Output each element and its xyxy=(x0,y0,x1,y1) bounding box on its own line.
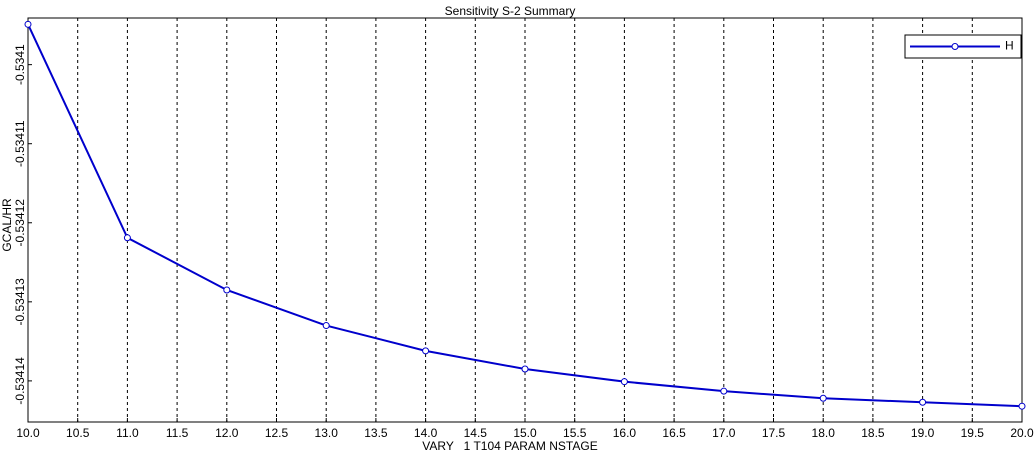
x-tick-label: 20.0 xyxy=(1010,426,1034,440)
y-tick-label: -0.53414 xyxy=(13,357,27,405)
y-tick-label: -0.53411 xyxy=(13,120,27,167)
chart-title: Sensitivity S-2 Summary xyxy=(445,4,576,18)
data-point xyxy=(521,365,529,373)
legend-marker xyxy=(951,43,959,50)
data-point xyxy=(223,286,231,294)
x-tick-label: 18.5 xyxy=(861,426,885,440)
x-tick-label: 10.5 xyxy=(66,426,90,440)
x-tick-label: 14.0 xyxy=(414,426,438,440)
legend-label: H xyxy=(1005,39,1014,53)
x-tick-label: 13.5 xyxy=(364,426,388,440)
y-axis-label: GCAL/HR xyxy=(0,198,14,252)
x-tick-label: 19.0 xyxy=(911,426,935,440)
x-tick-label: 13.0 xyxy=(315,426,339,440)
x-tick-label: 17.5 xyxy=(762,426,786,440)
data-point xyxy=(720,387,728,395)
x-axis-label: VARY 1 T104 PARAM NSTAGE xyxy=(422,439,597,453)
data-point xyxy=(1018,402,1026,410)
x-tick-label: 18.0 xyxy=(812,426,836,440)
data-point xyxy=(24,20,32,28)
x-tick-label: 12.5 xyxy=(265,426,289,440)
y-tick-label: -0.53412 xyxy=(13,199,27,247)
data-point xyxy=(123,234,131,242)
x-tick-label: 11.5 xyxy=(166,426,189,440)
x-tick-label: 19.5 xyxy=(961,426,985,440)
data-point xyxy=(919,398,927,406)
x-tick-label: 15.0 xyxy=(513,426,537,440)
plot-frame xyxy=(27,17,1023,423)
x-tick-label: 16.0 xyxy=(613,426,637,440)
x-tick-label: 15.5 xyxy=(563,426,587,440)
data-point xyxy=(620,378,628,386)
x-tick-label: 11.0 xyxy=(116,426,139,440)
data-point xyxy=(422,347,430,355)
x-tick-label: 16.5 xyxy=(662,426,686,440)
x-tick-label: 14.5 xyxy=(464,426,488,440)
x-tick-label: 12.0 xyxy=(215,426,239,440)
data-point xyxy=(322,322,330,330)
y-tick-label: -0.53413 xyxy=(13,278,27,326)
y-tick-label: -0.5341 xyxy=(13,44,27,85)
x-tick-label: 10.0 xyxy=(16,426,40,440)
data-point xyxy=(819,394,827,402)
x-tick-label: 17.0 xyxy=(712,426,736,440)
